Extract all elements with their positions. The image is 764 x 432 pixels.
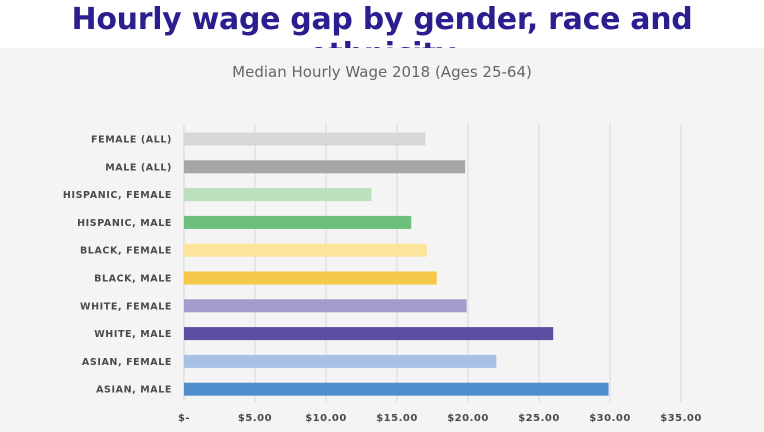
bar bbox=[184, 271, 437, 285]
category-label: WHITE, MALE bbox=[94, 329, 172, 340]
category-label: ASIAN, MALE bbox=[96, 385, 172, 396]
bar bbox=[184, 243, 427, 257]
category-label: HISPANIC, FEMALE bbox=[63, 190, 172, 201]
category-label: BLACK, FEMALE bbox=[80, 246, 172, 257]
x-tick-label: $25.00 bbox=[518, 413, 560, 424]
chart-title: Median Hourly Wage 2018 (Ages 25-64) bbox=[232, 63, 532, 81]
bar bbox=[184, 160, 466, 174]
bar bbox=[184, 354, 497, 368]
category-label: HISPANIC, MALE bbox=[77, 218, 172, 229]
x-tick-label: $- bbox=[178, 413, 190, 424]
x-tick-label: $10.00 bbox=[305, 413, 347, 424]
bar bbox=[184, 188, 372, 202]
category-label: ASIAN, FEMALE bbox=[82, 357, 172, 368]
category-labels: FEMALE (ALL) MALE (ALL) HISPANIC, FEMALE HI… bbox=[63, 135, 172, 396]
category-label: FEMALE (ALL) bbox=[91, 135, 172, 146]
x-tick-labels: $- $5.00 $10.00 $15.00 $20.00 $25.00 $30.00 $35… bbox=[178, 413, 702, 424]
x-tick-label: $30.00 bbox=[589, 413, 631, 424]
bar bbox=[184, 327, 554, 341]
category-label: WHITE, FEMALE bbox=[80, 301, 172, 312]
bar bbox=[184, 215, 412, 229]
category-label: BLACK, MALE bbox=[94, 274, 172, 285]
bars bbox=[184, 132, 609, 396]
x-tick-label: $5.00 bbox=[238, 413, 272, 424]
bar bbox=[184, 132, 426, 146]
bar bbox=[184, 382, 609, 396]
x-tick-label: $15.00 bbox=[376, 413, 418, 424]
bar bbox=[184, 299, 467, 313]
x-tick-label: $35.00 bbox=[660, 413, 702, 424]
x-tick-label: $20.00 bbox=[447, 413, 489, 424]
category-label: MALE (ALL) bbox=[105, 162, 172, 173]
chart-panel bbox=[0, 48, 764, 432]
